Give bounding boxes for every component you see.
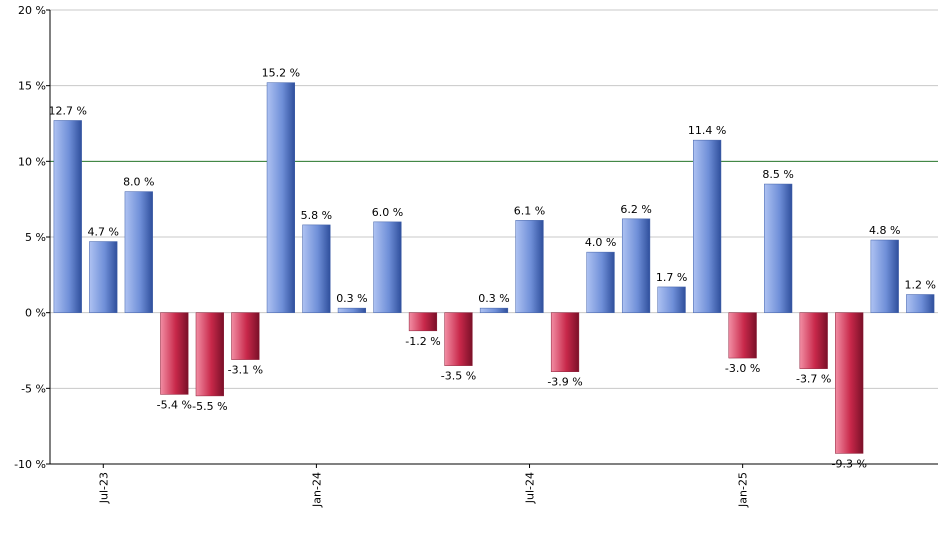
bar-negative	[728, 312, 757, 359]
bar-positive	[586, 251, 615, 313]
data-label: 0.3 %	[478, 292, 509, 305]
bar-positive	[53, 120, 82, 313]
data-label: 1.2 %	[905, 279, 936, 292]
data-label: 5.8 %	[301, 209, 332, 222]
x-tick-label: Jan-25	[737, 472, 750, 508]
axes: 20 % 15 % 10 % 5 % 0 % -5 % -10 % Jul-23 Jan-24 J…	[14, 4, 938, 508]
data-label: 15.2 %	[262, 67, 300, 80]
bar-positive	[337, 307, 367, 313]
bar-positive	[266, 82, 295, 313]
x-tick-label: Jul-23	[97, 472, 110, 504]
data-label: -3.7 %	[796, 373, 831, 386]
bar-negative	[550, 312, 580, 372]
bar-negative	[408, 312, 438, 332]
bar-positive	[124, 191, 153, 313]
grid-lines	[50, 9, 938, 465]
y-tick-label: 20 %	[18, 4, 46, 17]
data-label: -3.5 %	[441, 370, 476, 383]
data-label: 6.2 %	[620, 203, 651, 216]
y-tick-label: 0 %	[25, 307, 46, 320]
bar-positive	[621, 218, 651, 313]
bar-positive	[870, 239, 899, 313]
bar-positive	[657, 286, 686, 313]
data-labels: 12.7 % 4.7 % 8.0 % -5.4 % -5.5 % -3.1 % 15.2 %…	[49, 67, 936, 471]
bar-negative	[231, 312, 260, 360]
data-label: 11.4 %	[688, 124, 726, 137]
y-tick-label: 10 %	[18, 155, 46, 168]
data-label: 4.8 %	[869, 224, 900, 237]
bar-negative	[160, 312, 189, 395]
x-tick-label: Jul-24	[524, 472, 537, 504]
bar-positive	[693, 139, 722, 313]
data-label: 0.3 %	[336, 292, 367, 305]
data-label: 8.5 %	[762, 168, 793, 181]
y-tick-label: -10 %	[14, 458, 46, 471]
bar-negative	[835, 312, 864, 454]
data-label: -3.1 %	[228, 364, 263, 377]
data-label: 12.7 %	[49, 104, 87, 117]
data-label: 4.7 %	[88, 226, 119, 239]
y-tick-label: 5 %	[25, 231, 46, 244]
bar-negative	[799, 312, 828, 369]
data-label: 6.1 %	[514, 204, 545, 217]
data-label: -3.0 %	[725, 362, 760, 375]
data-label: -5.4 %	[157, 398, 192, 411]
bar-positive	[302, 224, 331, 313]
bar-positive	[764, 183, 793, 313]
data-label: 8.0 %	[123, 176, 154, 189]
bar-positive	[479, 307, 509, 313]
data-label: 4.0 %	[585, 236, 616, 249]
y-tick-label: -5 %	[21, 382, 46, 395]
bar-positive	[373, 221, 402, 313]
bars	[53, 82, 935, 454]
bar-negative	[195, 312, 224, 397]
data-label: 6.0 %	[372, 206, 403, 219]
bar-positive	[515, 220, 544, 313]
data-label: -9.3 %	[831, 457, 866, 470]
data-label: -1.2 %	[405, 335, 440, 348]
data-label: -5.5 %	[192, 400, 227, 413]
bar-positive	[906, 294, 935, 313]
data-label: -3.9 %	[547, 376, 582, 389]
data-label: 1.7 %	[656, 271, 687, 284]
bar-positive	[89, 241, 118, 313]
bar-negative	[444, 312, 473, 366]
y-tick-label: 15 %	[18, 80, 46, 93]
x-tick-label: Jan-24	[310, 472, 323, 508]
